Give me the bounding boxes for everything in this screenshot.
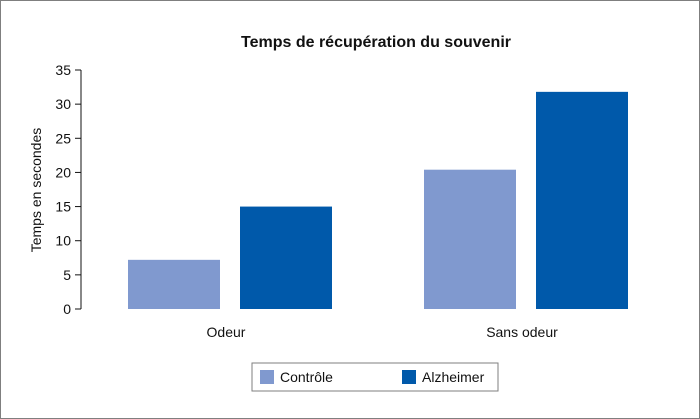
legend: Contrôle Alzheimer: [251, 362, 499, 392]
y-tick-label: 35: [55, 62, 71, 78]
bar-alzheimer-sans-odeur: [536, 91, 628, 309]
bar-controle-sans-odeur: [424, 169, 516, 309]
legend-box: [251, 362, 499, 392]
legend-swatch-alzheimer: [402, 370, 416, 384]
x-category-label: Sans odeur: [486, 324, 558, 340]
bar-controle-odeur: [128, 259, 220, 309]
y-tick-label: 5: [63, 267, 71, 283]
x-category-label: Odeur: [207, 324, 246, 340]
bar-alzheimer-odeur: [240, 206, 332, 309]
y-tick-label: 10: [55, 233, 71, 249]
y-tick-label: 30: [55, 96, 71, 112]
y-tick-label: 20: [55, 164, 71, 180]
legend-label-controle: Contrôle: [280, 369, 333, 385]
legend-swatch-controle: [260, 370, 274, 384]
y-axis-label: Temps en secondes: [28, 128, 44, 253]
plot-area: 0 5 10 15 20 25 30 35 Odeur Sans odeur: [55, 62, 628, 340]
y-tick-label: 25: [55, 130, 71, 146]
chart-title: Temps de récupération du souvenir: [241, 34, 511, 51]
y-tick-label: 0: [63, 301, 71, 317]
legend-label-alzheimer: Alzheimer: [422, 369, 485, 385]
y-tick-label: 15: [55, 199, 71, 215]
